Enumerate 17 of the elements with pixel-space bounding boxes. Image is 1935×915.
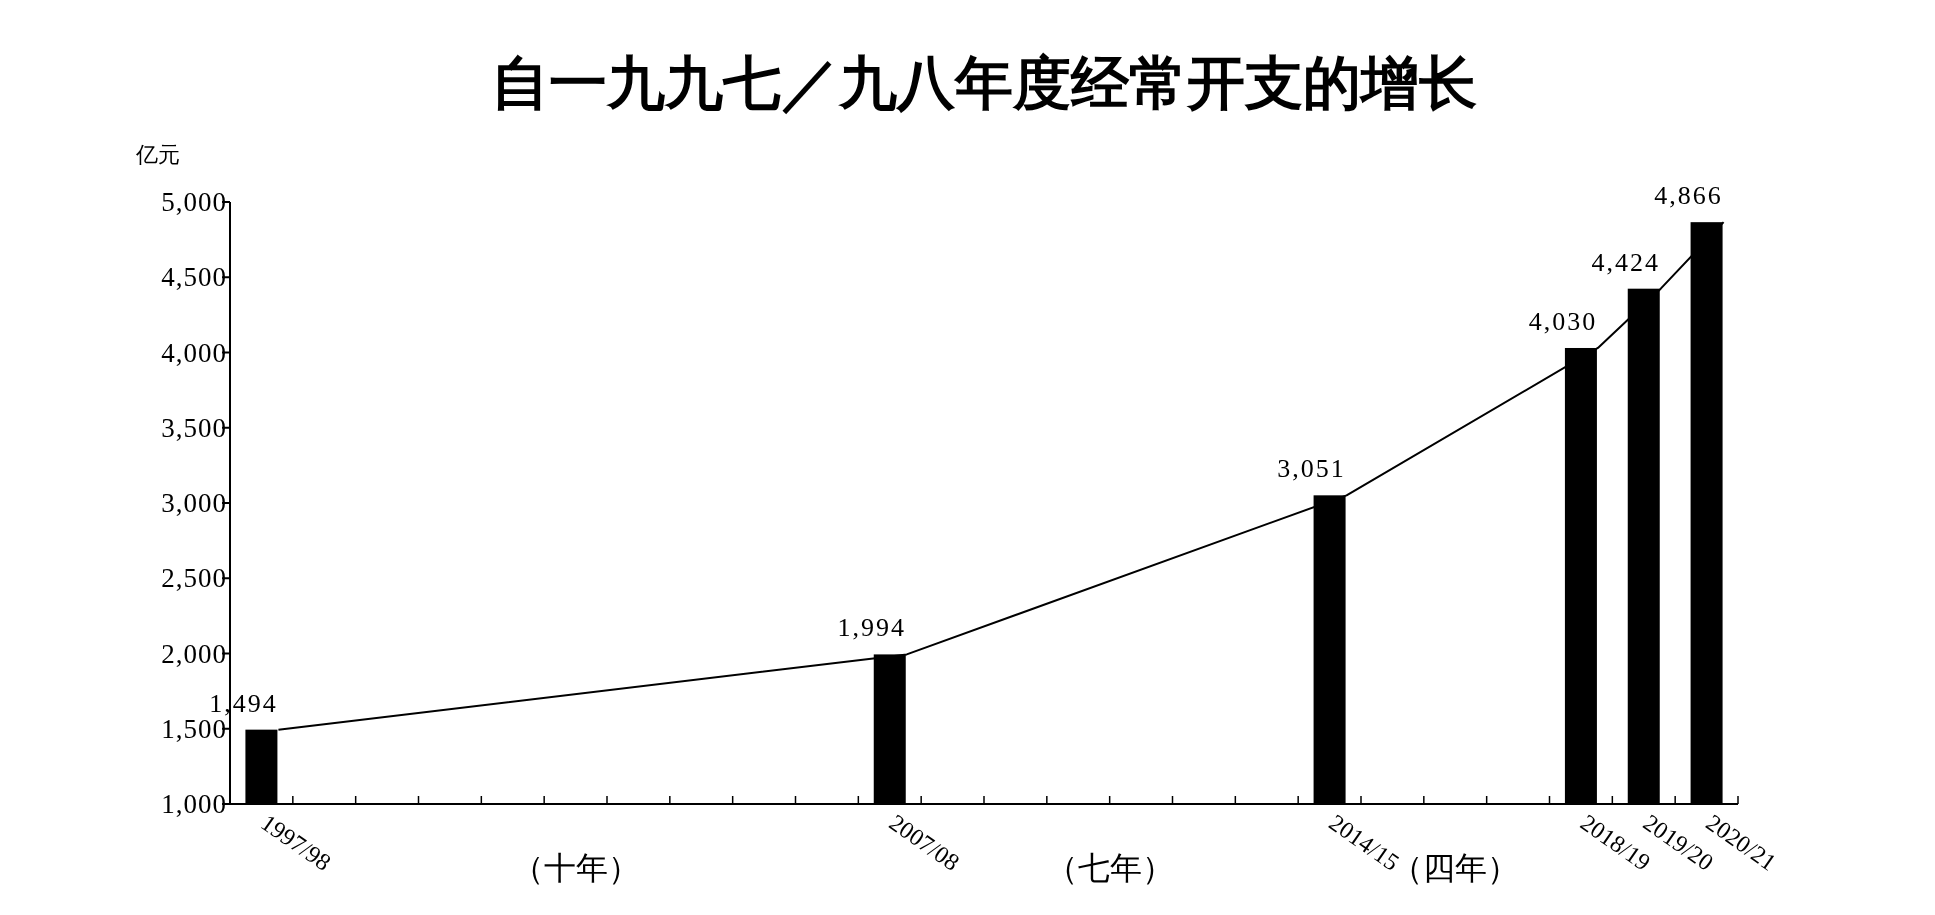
chart-title: 自一九九七／九八年度经常开支的增长 <box>491 49 1477 117</box>
data-label: 3,051 <box>1277 454 1346 484</box>
y-tick-label: 3,000 <box>161 488 227 518</box>
y-tick-label: 3,500 <box>161 412 227 443</box>
y-tick-label: 5,000 <box>161 187 227 217</box>
y-tick-label: 4,000 <box>161 337 227 368</box>
text: （十年） <box>511 849 640 887</box>
y-tick-label: 4,500 <box>161 262 227 293</box>
data-label: 1,994 <box>837 613 906 643</box>
y-axis-title: 亿元 <box>135 142 180 167</box>
data-label: 4,030 <box>1528 306 1598 336</box>
text: （七年） <box>1045 849 1174 887</box>
y-tick-label: 1,000 <box>161 789 227 819</box>
data-label: 4,866 <box>1654 181 1723 211</box>
y-tick-label: 2,500 <box>161 563 227 594</box>
data-label: 4,424 <box>1591 247 1660 277</box>
y-tick-label: 2,000 <box>161 638 227 669</box>
